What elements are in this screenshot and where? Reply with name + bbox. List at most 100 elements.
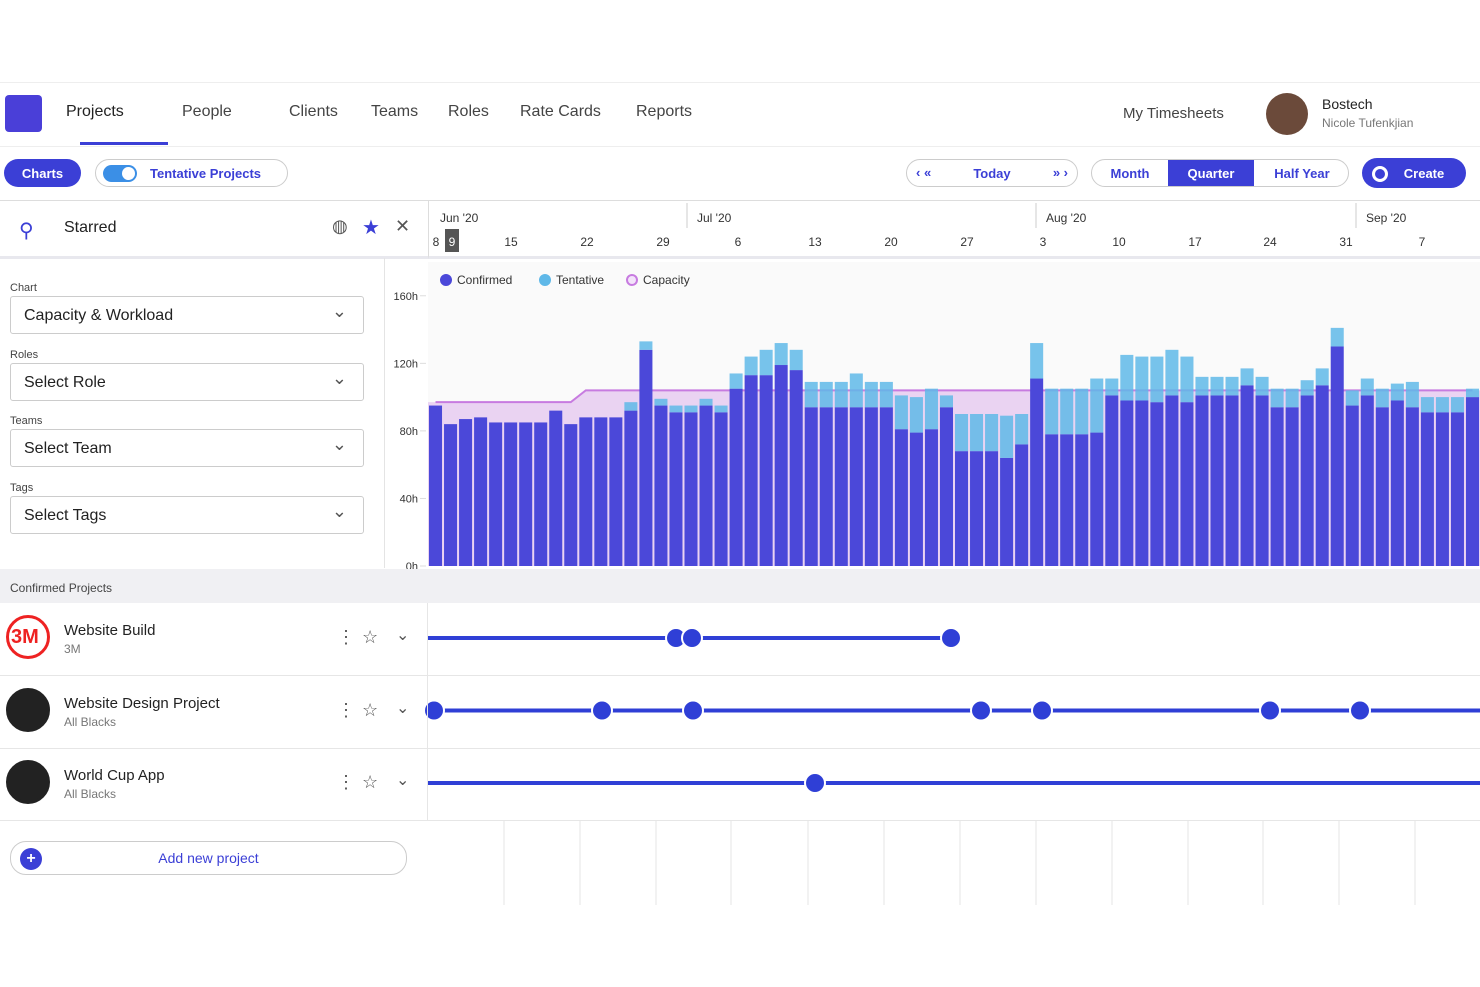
bar-tentative	[1285, 388, 1299, 408]
bar-confirmed	[1180, 402, 1194, 566]
menu-icon[interactable]: ⋮	[337, 772, 355, 792]
bar-tentative	[744, 356, 758, 376]
star-icon[interactable]: ☆	[362, 772, 379, 792]
project-name[interactable]: World Cup App	[64, 767, 165, 784]
filter-select[interactable]: Capacity & Workload	[10, 296, 364, 334]
bar-tentative	[1315, 368, 1329, 386]
client-logo[interactable]	[6, 615, 50, 659]
nav-item[interactable]: People	[182, 103, 232, 120]
bar-confirmed	[1105, 395, 1119, 566]
filter-select[interactable]: Select Team	[10, 429, 364, 467]
bar-confirmed	[624, 410, 638, 566]
close-icon[interactable]: ✕	[395, 216, 411, 236]
bar-tentative	[1150, 356, 1164, 403]
view-half-year[interactable]: Half Year	[1274, 165, 1330, 181]
day-label: 6	[735, 235, 742, 249]
project-name[interactable]: Website Design Project	[64, 694, 220, 712]
bar-tentative	[1210, 376, 1224, 396]
client-name: All Blacks	[64, 714, 117, 729]
bar-confirmed	[654, 405, 668, 566]
bar-tentative	[1330, 327, 1344, 347]
bar-tentative	[1240, 368, 1254, 386]
capacity-line	[435, 389, 1473, 404]
search-query[interactable]: Starred	[64, 219, 117, 236]
expand-icon[interactable]: ⌄	[396, 699, 410, 717]
bar-confirmed	[1060, 434, 1074, 566]
milestone	[1259, 699, 1281, 722]
project-name[interactable]: Website Build	[64, 622, 156, 639]
menu-icon[interactable]: ⋮	[337, 627, 355, 647]
prev[interactable]: ‹ «	[916, 165, 932, 180]
milestone	[682, 699, 704, 722]
next[interactable]: » ›	[1052, 165, 1068, 180]
bar-confirmed	[504, 422, 518, 566]
bar-confirmed	[669, 412, 683, 566]
bar-confirmed	[774, 365, 788, 566]
view-quarter[interactable]: Quarter	[1168, 160, 1254, 186]
bar-confirmed	[1315, 385, 1329, 566]
legend-dot	[440, 274, 452, 286]
day-label: 8	[433, 235, 440, 249]
expand-icon[interactable]: ⌄	[396, 772, 410, 789]
bar-tentative	[1345, 390, 1359, 406]
view-switch: Month Quarter Half Year	[1091, 159, 1349, 187]
globe-icon[interactable]: ◍	[332, 216, 348, 236]
nav-item[interactable]: Reports	[636, 103, 693, 120]
menu-icon[interactable]: ⋮	[337, 699, 355, 720]
charts-button[interactable]: Charts	[4, 159, 81, 187]
client-name: All Blacks	[64, 787, 117, 801]
star-icon[interactable]: ☆	[362, 627, 379, 647]
bar-confirmed	[1030, 378, 1044, 566]
nav-item[interactable]: Clients	[289, 103, 338, 120]
timesheets-link[interactable]: My Timesheets	[1123, 105, 1224, 122]
bar-tentative	[1105, 378, 1119, 396]
logo[interactable]	[5, 95, 42, 132]
bar-confirmed	[1090, 432, 1104, 566]
logo-text: 3M	[11, 626, 39, 648]
client-logo[interactable]	[6, 760, 50, 804]
bar-confirmed	[804, 407, 818, 566]
active-underline	[80, 142, 168, 145]
bar-tentative	[1405, 381, 1419, 408]
filter-select[interactable]: Select Role	[10, 362, 364, 401]
filter-select[interactable]: Select Tags	[10, 495, 364, 534]
tentative-toggle[interactable]: Tentative Projects	[95, 159, 288, 187]
section-header: Confirmed Projects	[0, 569, 1480, 603]
bar-confirmed	[1465, 397, 1479, 566]
search-icon[interactable]: ⚲	[19, 220, 34, 242]
star-icon[interactable]: ★	[362, 217, 380, 239]
add-icon[interactable]: +	[20, 848, 42, 870]
bar-tentative	[834, 381, 848, 408]
create-button[interactable]: Create	[1362, 158, 1466, 188]
bar-tentative	[955, 414, 969, 452]
bar-confirmed	[819, 407, 833, 566]
expand-icon[interactable]: ⌄	[396, 627, 410, 644]
bar-confirmed	[1420, 412, 1434, 566]
bar-tentative	[654, 398, 668, 406]
tentative-label: Tentative Projects	[150, 165, 262, 181]
bar-tentative	[1165, 349, 1179, 396]
view-month[interactable]: Month	[1110, 165, 1150, 181]
nav-item[interactable]: Rate Cards	[520, 103, 601, 120]
bar-tentative	[1060, 388, 1074, 435]
milestone	[591, 699, 613, 722]
bar-confirmed	[834, 407, 848, 566]
bar-confirmed	[429, 405, 443, 566]
nav-item[interactable]: Roles	[448, 103, 489, 120]
toggle-switch[interactable]	[103, 165, 137, 182]
nav-item[interactable]: Teams	[371, 103, 419, 120]
bar-confirmed	[1270, 407, 1284, 566]
bar-confirmed	[564, 424, 578, 566]
search-bar: ⚲ Starred ◍ ★ ✕	[0, 201, 428, 259]
star-icon[interactable]: ☆	[362, 699, 379, 720]
add-project[interactable]: Add new project	[10, 841, 407, 875]
today-button[interactable]: Today	[973, 165, 1011, 181]
bar-confirmed	[955, 451, 969, 566]
today-marker	[445, 229, 459, 252]
bar-tentative	[624, 402, 638, 411]
client-logo[interactable]	[6, 687, 50, 732]
user-name: Nicole Tufenkjian	[1322, 116, 1414, 130]
bar-confirmed	[1120, 400, 1134, 566]
avatar[interactable]	[1266, 93, 1308, 135]
nav-item[interactable]: Projects	[66, 103, 124, 120]
